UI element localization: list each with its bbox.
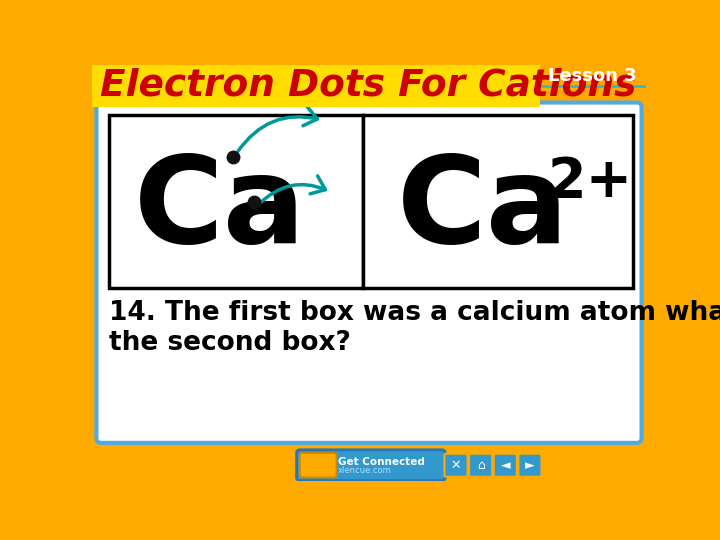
FancyBboxPatch shape xyxy=(109,115,363,288)
FancyBboxPatch shape xyxy=(539,65,647,86)
Text: ⌂: ⌂ xyxy=(477,458,485,472)
Text: Ca: Ca xyxy=(397,151,569,268)
FancyBboxPatch shape xyxy=(518,454,541,477)
Text: ◄: ◄ xyxy=(500,458,510,472)
FancyBboxPatch shape xyxy=(444,454,467,477)
Text: Get Connected: Get Connected xyxy=(338,457,425,467)
Text: Ca: Ca xyxy=(134,151,307,268)
Text: Lesson 3: Lesson 3 xyxy=(548,66,636,85)
FancyBboxPatch shape xyxy=(300,453,337,477)
FancyBboxPatch shape xyxy=(96,103,642,443)
FancyBboxPatch shape xyxy=(297,450,445,481)
Text: ►: ► xyxy=(525,458,535,472)
FancyBboxPatch shape xyxy=(363,115,633,288)
Text: ✕: ✕ xyxy=(451,458,462,472)
FancyBboxPatch shape xyxy=(92,65,540,107)
FancyArrowPatch shape xyxy=(259,176,325,204)
Text: Electron Dots For Cations: Electron Dots For Cations xyxy=(99,68,636,104)
FancyBboxPatch shape xyxy=(494,454,517,477)
FancyBboxPatch shape xyxy=(469,454,492,477)
Text: 14. The first box was a calcium atom what is
the second box?: 14. The first box was a calcium atom wha… xyxy=(109,300,720,356)
FancyArrowPatch shape xyxy=(238,107,318,151)
Text: xlencue.com: xlencue.com xyxy=(338,466,392,475)
Text: 2+: 2+ xyxy=(548,155,633,209)
